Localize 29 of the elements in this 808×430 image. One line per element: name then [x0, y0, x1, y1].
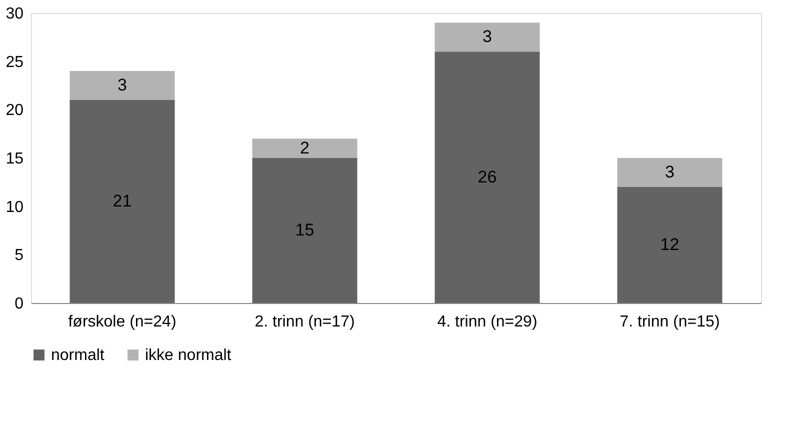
bar	[434, 22, 540, 52]
data-label: 21	[112, 192, 132, 210]
legend-label: normalt	[51, 347, 105, 364]
y-tick-label: 5	[14, 247, 24, 264]
bar	[252, 158, 358, 303]
x-tick-label: 4. trinn (n=29)	[437, 314, 538, 330]
data-label: 12	[660, 235, 680, 254]
bar	[252, 138, 358, 158]
data-label: 3	[665, 162, 674, 182]
bar	[70, 71, 175, 100]
y-tick-label: 10	[6, 198, 24, 216]
data-label: 15	[295, 220, 314, 240]
bar	[70, 100, 175, 303]
data-label: 2	[300, 138, 310, 158]
bar	[434, 52, 540, 303]
data-label: 3	[118, 76, 127, 94]
x-tick-label: førskole (n=24)	[68, 314, 176, 330]
legend-label: ikke normalt	[145, 347, 232, 364]
bar	[617, 187, 722, 303]
x-tick-label: 7. trinn (n=15)	[620, 314, 720, 330]
data-label: 3	[482, 27, 492, 46]
x-tick-label: 2. trinn (n=17)	[254, 314, 355, 330]
y-tick-label: 30	[6, 6, 24, 22]
y-tick-label: 25	[6, 54, 24, 71]
y-tick-label: 0	[14, 296, 24, 312]
data-label: 26	[478, 167, 497, 186]
bar	[617, 158, 722, 187]
y-tick-label: 20	[6, 102, 24, 120]
y-tick-label: 15	[6, 150, 24, 168]
